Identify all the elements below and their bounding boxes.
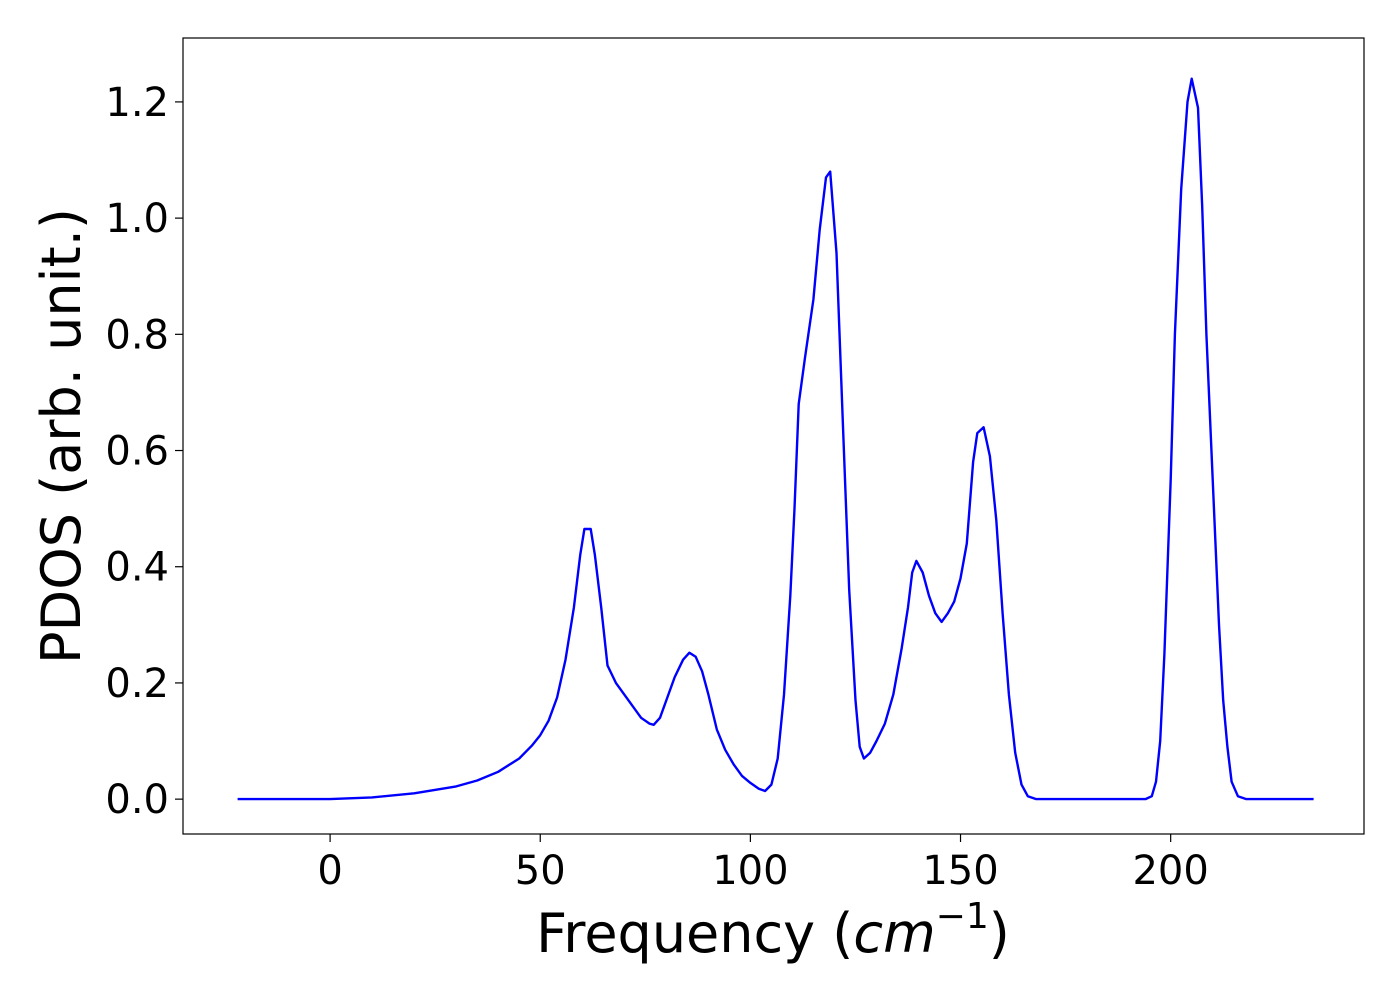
x-axis-label: Frequency (cm−1) — [536, 896, 1010, 965]
x-tick-label: 50 — [515, 848, 566, 894]
x-axis-label-close: ) — [989, 902, 1010, 965]
y-tick-label: 0.8 — [105, 312, 169, 358]
y-tick-label: 0.4 — [105, 545, 169, 591]
x-tick-label: 200 — [1132, 848, 1208, 894]
y-tick-label: 0.6 — [105, 429, 169, 475]
x-tick-label: 0 — [317, 848, 342, 894]
y-tick-label: 0.2 — [105, 661, 169, 707]
plot-area — [237, 77, 1314, 801]
x-axis-label-unit: cm — [853, 902, 935, 965]
plot-frame — [182, 37, 1365, 835]
y-tick-label: 0.0 — [105, 777, 169, 823]
x-tick-label: 100 — [712, 848, 788, 894]
y-tick-label: 1.2 — [105, 80, 169, 126]
pdos-series-line — [237, 77, 1314, 801]
y-axis-ticks: 0.0 0.2 0.4 0.6 0.8 1.0 1.2 — [105, 80, 183, 823]
x-axis-label-exponent: −1 — [936, 896, 989, 937]
y-axis-label: PDOS (arb. unit.) — [30, 208, 93, 664]
y-tick-label: 1.0 — [105, 196, 169, 242]
x-tick-label: 150 — [922, 848, 998, 894]
x-axis-ticks: 0 50 100 150 200 — [317, 834, 1209, 894]
x-axis-label-text: Frequency ( — [536, 902, 853, 965]
